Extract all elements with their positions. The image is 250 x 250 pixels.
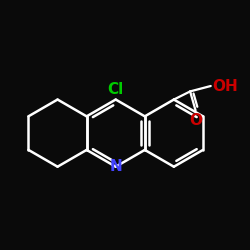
Text: N: N [109, 159, 122, 174]
Text: OH: OH [212, 78, 238, 94]
Text: Cl: Cl [108, 82, 124, 97]
Text: O: O [189, 113, 202, 128]
